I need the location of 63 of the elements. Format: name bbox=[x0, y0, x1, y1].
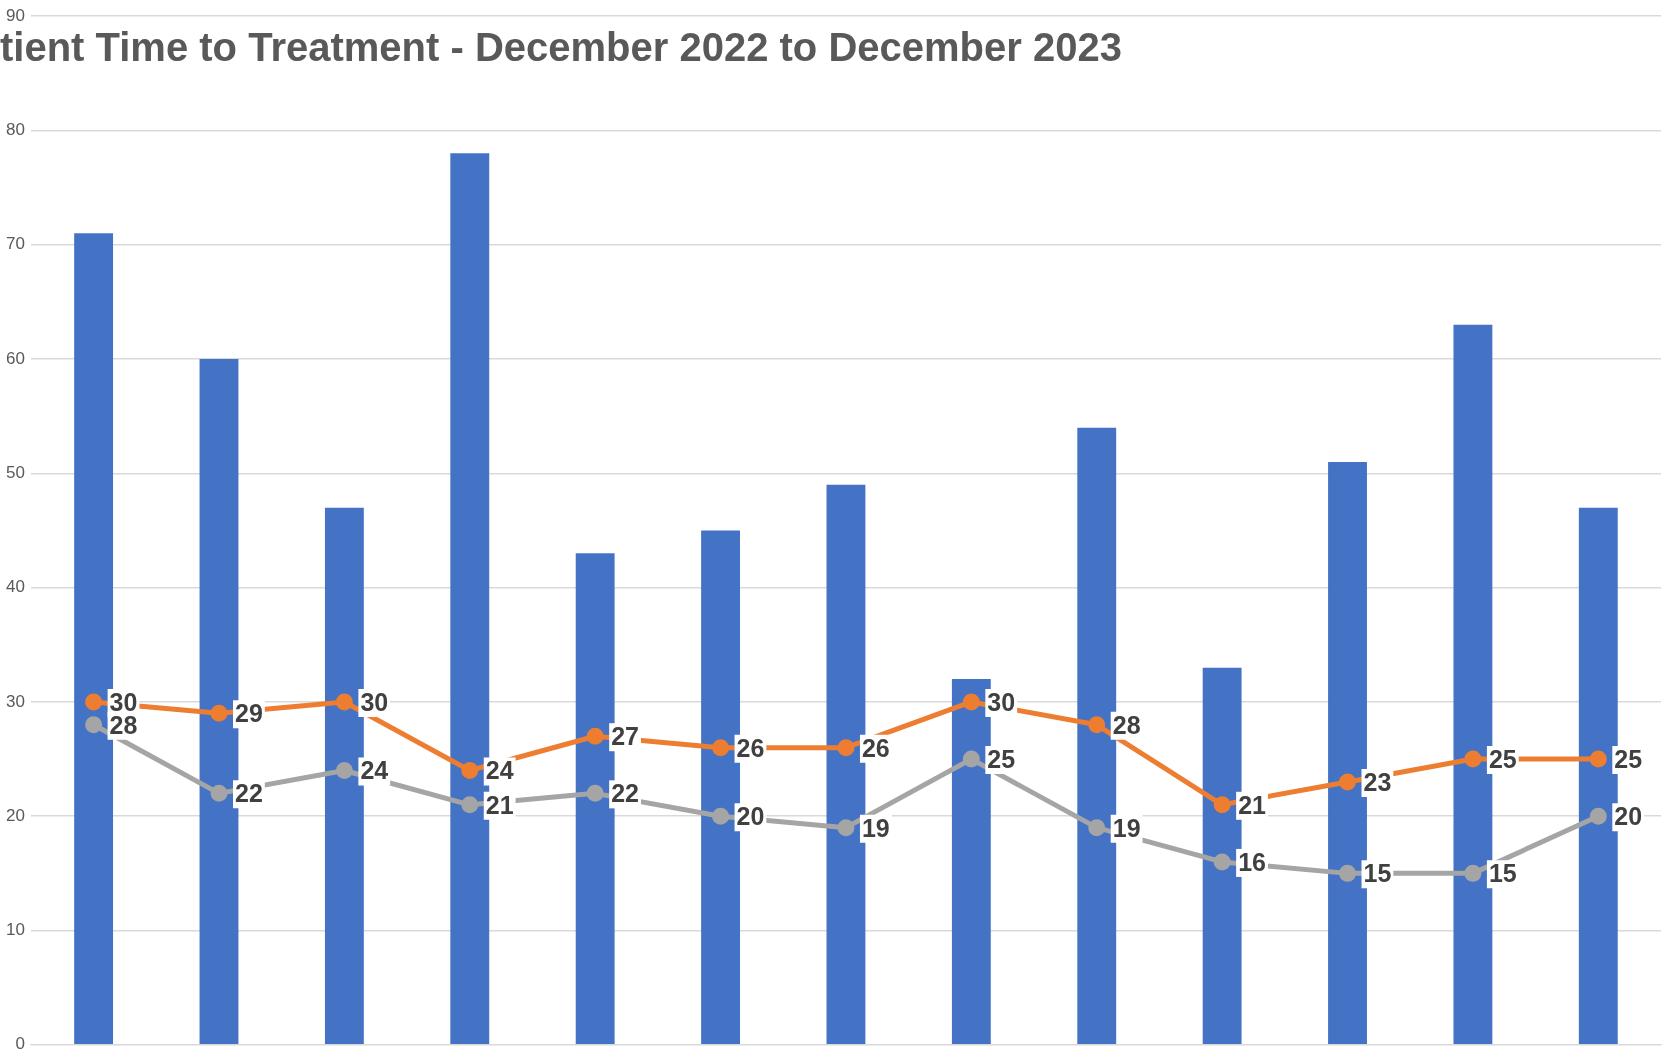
data-label: 19 bbox=[861, 813, 890, 842]
point bbox=[1339, 773, 1357, 791]
y-tick-label: 80 bbox=[5, 120, 25, 140]
point bbox=[586, 727, 604, 745]
data-label: 15 bbox=[1363, 859, 1392, 888]
data-label: 26 bbox=[736, 733, 765, 762]
point bbox=[1088, 819, 1106, 837]
data-label: 25 bbox=[987, 744, 1016, 773]
data-label: 29 bbox=[235, 699, 263, 728]
data-label: 27 bbox=[611, 722, 639, 751]
data-label: 28 bbox=[109, 710, 138, 739]
point bbox=[335, 693, 353, 711]
point bbox=[1213, 796, 1231, 814]
data-label: 30 bbox=[987, 687, 1016, 716]
data-label: 21 bbox=[485, 790, 514, 819]
point bbox=[210, 784, 228, 802]
data-label: 25 bbox=[1488, 744, 1517, 773]
point bbox=[1464, 864, 1482, 882]
point bbox=[837, 819, 855, 837]
point bbox=[962, 750, 980, 768]
point bbox=[210, 704, 228, 722]
point bbox=[712, 807, 730, 825]
data-label: 16 bbox=[1238, 847, 1266, 876]
y-tick-label: 30 bbox=[5, 691, 25, 711]
point bbox=[1589, 807, 1607, 825]
point bbox=[85, 716, 103, 734]
y-tick-label: 20 bbox=[5, 805, 25, 825]
data-label: 22 bbox=[235, 779, 263, 808]
data-label: 23 bbox=[1363, 767, 1392, 796]
data-label: 25 bbox=[1614, 744, 1643, 773]
point bbox=[1464, 750, 1482, 768]
point bbox=[1088, 716, 1106, 734]
y-tick-label: 50 bbox=[5, 463, 25, 483]
point bbox=[335, 762, 353, 780]
y-tick-label: 10 bbox=[5, 920, 25, 940]
y-tick-label: 40 bbox=[5, 577, 25, 597]
data-label: 20 bbox=[736, 802, 765, 831]
point bbox=[85, 693, 103, 711]
chart-title: tient Time to Treatment - December 2022 to December 2023 bbox=[0, 25, 1122, 70]
data-label: 19 bbox=[1112, 813, 1141, 842]
data-label: 15 bbox=[1488, 859, 1517, 888]
point bbox=[461, 762, 479, 780]
y-tick-label: 60 bbox=[5, 348, 25, 368]
data-label: 21 bbox=[1238, 790, 1267, 819]
data-label: 20 bbox=[1614, 802, 1643, 831]
point bbox=[1213, 853, 1231, 871]
data-label: 30 bbox=[109, 687, 138, 716]
y-tick-label: 90 bbox=[5, 5, 25, 25]
y-tick-label: 70 bbox=[5, 234, 25, 254]
y-tick-label: 0 bbox=[15, 1034, 25, 1054]
data-label: 30 bbox=[360, 687, 389, 716]
point bbox=[586, 784, 604, 802]
data-label: 26 bbox=[861, 733, 890, 762]
data-label: 22 bbox=[611, 779, 639, 808]
point bbox=[461, 796, 479, 814]
point bbox=[962, 693, 980, 711]
data-label: 24 bbox=[360, 756, 389, 785]
data-label: 24 bbox=[485, 756, 514, 785]
point bbox=[837, 739, 855, 757]
point bbox=[1589, 750, 1607, 768]
point bbox=[712, 739, 730, 757]
data-label: 28 bbox=[1112, 710, 1141, 739]
point bbox=[1339, 864, 1357, 882]
